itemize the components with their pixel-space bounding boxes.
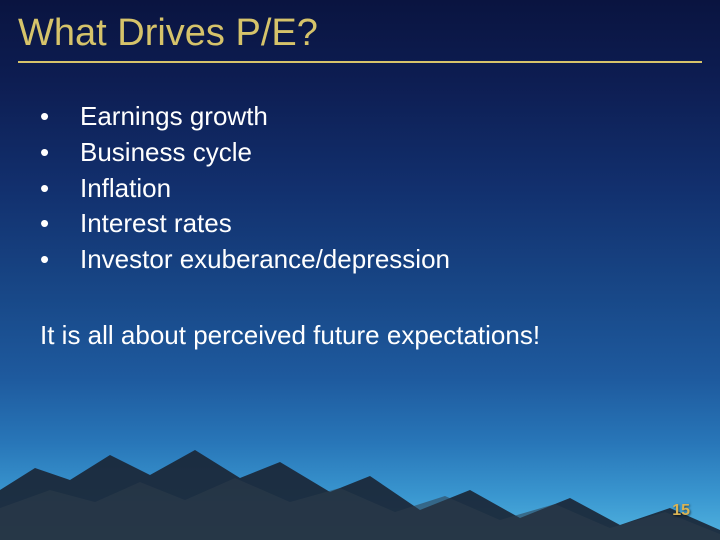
bullet-list: • Earnings growth • Business cycle • Inf… (40, 100, 680, 277)
bullet-icon: • (40, 136, 64, 170)
bullet-text: Interest rates (80, 207, 232, 241)
bullet-text: Earnings growth (80, 100, 268, 134)
mountain-decoration (0, 420, 720, 540)
slide-body: • Earnings growth • Business cycle • Inf… (40, 100, 680, 353)
bullet-icon: • (40, 207, 64, 241)
page-number: 15 (672, 502, 690, 520)
bullet-text: Business cycle (80, 136, 252, 170)
closing-statement: It is all about perceived future expecta… (40, 319, 680, 353)
title-area: What Drives P/E? (18, 12, 702, 63)
bullet-icon: • (40, 243, 64, 277)
presentation-slide: What Drives P/E? • Earnings growth • Bus… (0, 0, 720, 540)
list-item: • Inflation (40, 172, 680, 206)
title-underline (18, 61, 702, 63)
bullet-text: Investor exuberance/depression (80, 243, 450, 277)
bullet-icon: • (40, 172, 64, 206)
bullet-icon: • (40, 100, 64, 134)
list-item: • Interest rates (40, 207, 680, 241)
list-item: • Investor exuberance/depression (40, 243, 680, 277)
bullet-text: Inflation (80, 172, 171, 206)
list-item: • Business cycle (40, 136, 680, 170)
slide-title: What Drives P/E? (18, 12, 702, 55)
list-item: • Earnings growth (40, 100, 680, 134)
